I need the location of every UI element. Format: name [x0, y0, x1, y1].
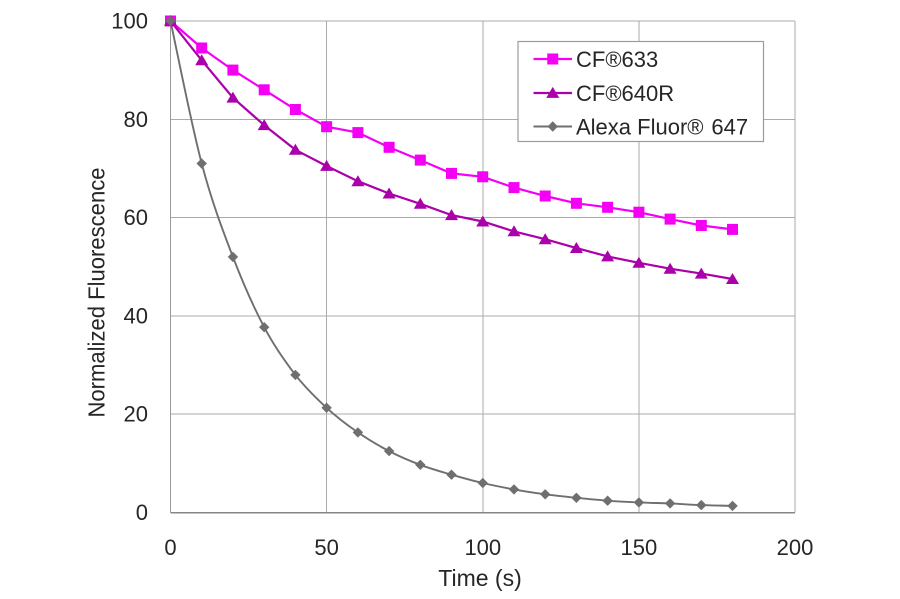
svg-text:Alexa Fluor® 647: Alexa Fluor® 647 — [576, 115, 748, 140]
svg-text:80: 80 — [124, 107, 148, 132]
svg-text:60: 60 — [124, 205, 148, 230]
svg-text:100: 100 — [464, 535, 501, 560]
svg-text:CF®640R: CF®640R — [576, 81, 674, 106]
svg-text:200: 200 — [777, 535, 814, 560]
svg-text:CF®633: CF®633 — [576, 47, 658, 72]
svg-text:Time (s): Time (s) — [438, 565, 521, 591]
svg-text:0: 0 — [136, 500, 148, 525]
svg-text:20: 20 — [124, 402, 148, 427]
svg-text:40: 40 — [124, 303, 148, 328]
svg-text:50: 50 — [314, 535, 338, 560]
svg-text:0: 0 — [164, 535, 176, 560]
svg-text:Normalized Fluorescence: Normalized Fluorescence — [84, 168, 110, 418]
svg-text:150: 150 — [621, 535, 658, 560]
svg-text:100: 100 — [111, 9, 148, 34]
